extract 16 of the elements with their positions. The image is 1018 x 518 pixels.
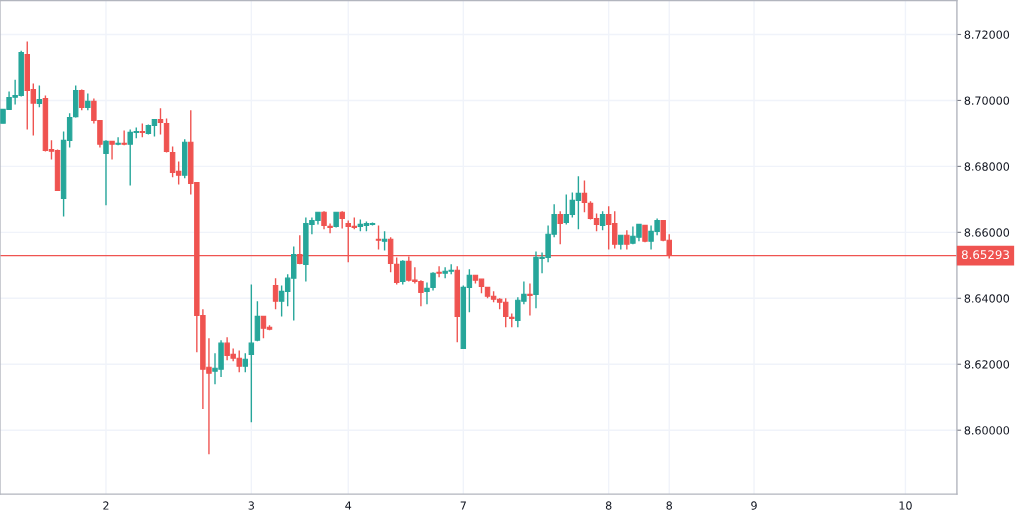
x-tick-label: 8 <box>666 501 673 510</box>
ref-line-label: 8.65293 <box>961 250 1009 260</box>
x-tick-label: 3 <box>248 501 254 510</box>
x-tick-label: 10 <box>899 501 912 510</box>
y-tick-label: 8.62000 <box>964 360 1010 369</box>
y-tick-label: 8.60000 <box>964 426 1010 435</box>
x-tick-label: 8 <box>605 501 612 510</box>
x-tick-label: 7 <box>460 501 466 510</box>
y-tick-label: 8.72000 <box>964 30 1010 39</box>
y-tick-label: 8.64000 <box>964 294 1010 303</box>
y-tick-label: 8.70000 <box>964 96 1010 105</box>
x-tick-label: 9 <box>751 501 757 510</box>
y-tick-label: 8.66000 <box>964 228 1010 237</box>
x-tick-label: 2 <box>103 501 109 510</box>
y-tick-label: 8.68000 <box>964 162 1010 171</box>
x-tick-label: 4 <box>345 501 352 510</box>
